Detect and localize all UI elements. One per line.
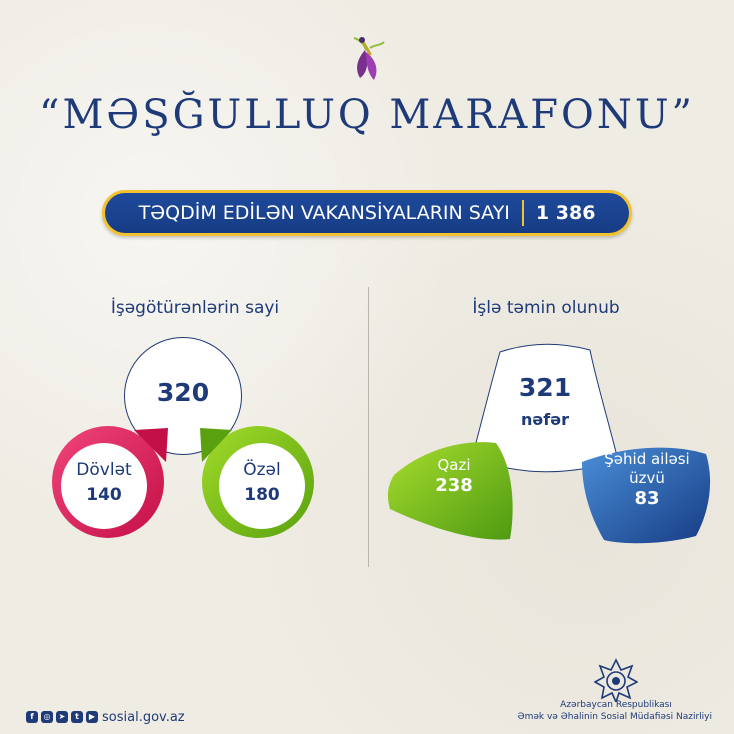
martyr-label-line1: Şəhid ailəsi [604,450,690,468]
employers-total: 320 [156,378,210,407]
state-value: 140 [86,484,122,505]
private-employers-shape [200,426,314,538]
placed-unit: nəfər [521,410,569,429]
martyr-family-text: Şəhid ailəsi üzvü 83 [588,450,706,510]
youtube-icon[interactable]: ▶ [86,711,98,723]
footer-site-link[interactable]: sosial.gov.az [102,710,185,725]
private-label: Özəl [243,460,281,480]
section-divider [368,287,369,567]
state-employers-text: Dövlət 140 [64,458,144,507]
telegram-icon[interactable]: ➤ [56,711,68,723]
martyr-value: 83 [634,487,660,509]
ministry-emblem-icon [594,658,638,702]
instagram-icon[interactable]: ◎ [41,711,53,723]
vacancies-banner: TƏQDİM EDİLƏN VAKANSİYALARIN SAYI 1 386 [102,190,632,236]
vacancies-label: TƏQDİM EDİLƏN VAKANSİYALARIN SAYI [138,202,510,224]
gazi-value: 238 [435,474,473,496]
twitter-icon[interactable]: t [71,711,83,723]
gazi-text: Qazi 238 [414,456,494,497]
placed-heading: İşlə təmin olunub [472,298,620,318]
placed-total: 321 [518,373,572,402]
martyr-family-shape [582,447,711,544]
ministry-line1: Azərbaycan Respublikası [560,700,672,710]
vacancies-count: 1 386 [535,202,596,224]
private-employers-text: Özəl 180 [222,458,302,507]
banner-separator [521,200,524,226]
facebook-icon[interactable]: f [26,711,38,723]
flower-logo-icon [353,37,385,80]
employers-heading: İşəgötürənlərin sayi [110,298,280,318]
private-value: 180 [244,484,280,505]
state-employers-shape [52,426,168,538]
state-label: Dövlət [76,460,132,480]
gazi-label: Qazi [437,456,471,474]
social-icons: f ◎ ➤ t ▶ [26,711,98,725]
martyr-label-line2: üzvü [629,468,665,487]
page-title: “MƏŞĞULLUQ MARAFONU” [39,92,695,138]
ministry-line2: Əmək və Əhalinin Sosial Müdafiəsi Nazirl… [517,712,713,722]
gazi-shape [387,442,513,540]
